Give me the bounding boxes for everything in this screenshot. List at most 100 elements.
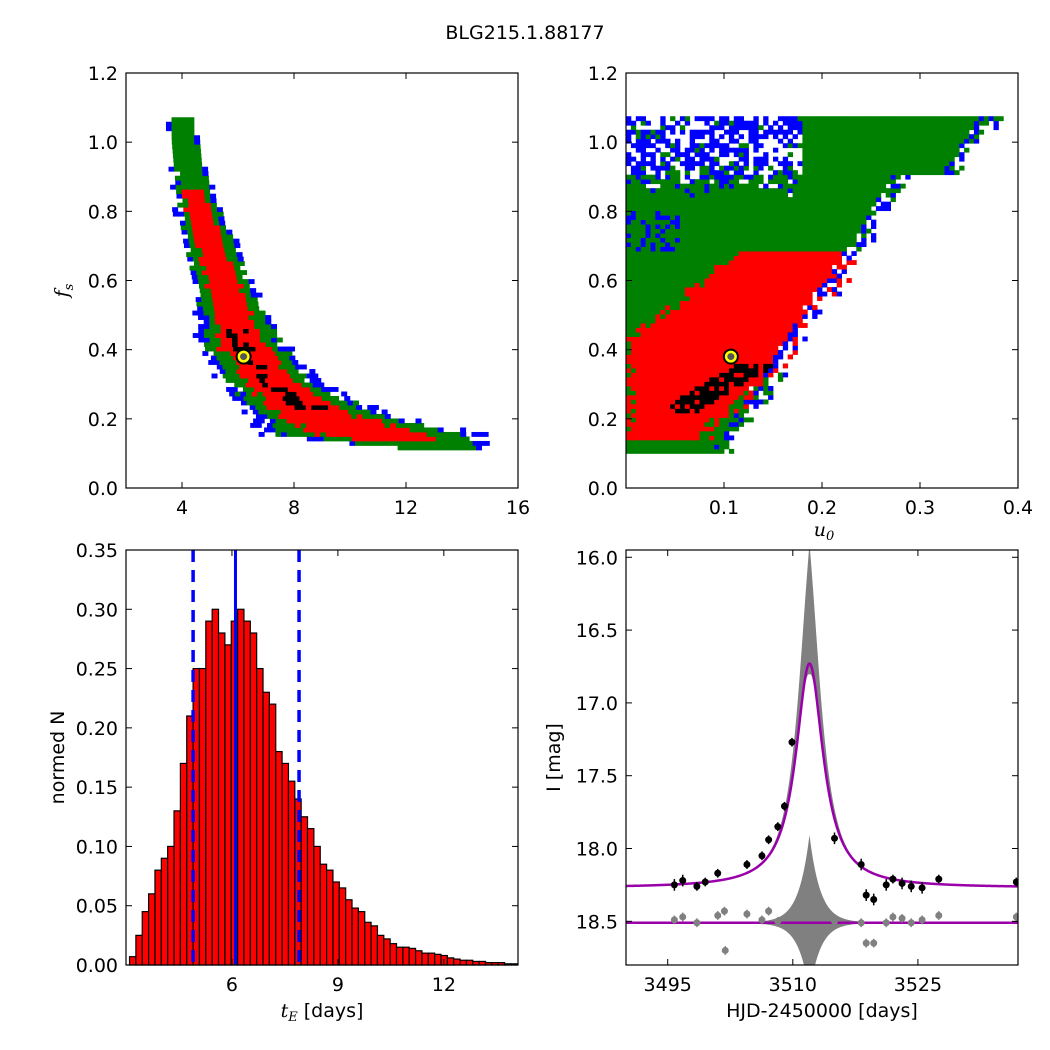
density-cell <box>426 427 433 433</box>
density-cell <box>645 215 651 221</box>
density-cell <box>684 120 691 126</box>
density-cell <box>630 291 637 297</box>
density-cell <box>709 260 715 265</box>
density-cell <box>191 225 198 231</box>
density-cell <box>846 224 852 230</box>
density-cell <box>210 355 217 361</box>
density-cell <box>319 400 326 406</box>
density-cell <box>655 408 661 414</box>
density-cell <box>777 314 784 319</box>
density-cell <box>203 319 210 325</box>
density-cell <box>635 251 642 256</box>
panel2-xtick-label: 0.2 <box>807 497 837 519</box>
density-cell <box>704 273 710 279</box>
density-cell <box>871 143 877 149</box>
density-cell <box>660 255 666 261</box>
density-cell <box>812 197 818 203</box>
density-cell <box>915 170 921 176</box>
density-cell <box>822 179 828 185</box>
density-cell <box>655 129 661 135</box>
density-cell <box>626 192 632 198</box>
density-cell <box>665 201 671 207</box>
density-cell <box>226 315 233 320</box>
density-cell <box>195 153 202 159</box>
density-cell <box>748 359 754 364</box>
density-cell <box>920 129 926 135</box>
density-cell <box>802 174 808 180</box>
density-cell <box>738 183 744 189</box>
density-cell <box>738 264 744 270</box>
density-cell <box>306 422 313 428</box>
density-cell <box>709 359 715 364</box>
density-cell <box>675 188 681 194</box>
density-cell <box>777 242 784 248</box>
density-cell <box>743 228 749 234</box>
density-cell <box>773 260 779 265</box>
density-cell <box>431 445 438 451</box>
density-cell <box>214 225 221 231</box>
density-cell <box>753 332 759 337</box>
density-cell <box>239 382 246 388</box>
density-cell <box>439 440 446 446</box>
density-cell <box>836 260 842 265</box>
density-cell <box>856 188 862 194</box>
density-cell <box>684 156 691 162</box>
density-cell <box>822 215 828 221</box>
density-cell <box>655 309 661 315</box>
density-cell <box>205 238 212 244</box>
density-cell <box>709 421 715 427</box>
density-cell <box>836 246 842 252</box>
density-cell <box>733 426 740 432</box>
density-cell <box>782 192 789 198</box>
density-cell <box>635 197 642 203</box>
density-cell <box>344 405 351 410</box>
density-cell <box>724 197 730 203</box>
density-cell <box>866 161 872 167</box>
model-curve <box>626 662 1018 888</box>
density-cell <box>665 228 671 234</box>
density-cell <box>679 439 686 445</box>
density-cell <box>630 255 637 261</box>
density-cell <box>689 264 695 270</box>
density-cell <box>184 157 191 163</box>
density-cell <box>944 138 950 144</box>
density-cell <box>836 161 842 167</box>
density-cell <box>280 400 287 406</box>
density-cell <box>210 346 217 352</box>
density-cell <box>395 422 402 428</box>
density-cell <box>348 409 355 415</box>
density-cell <box>826 233 833 239</box>
density-cell <box>347 400 354 406</box>
density-cell <box>910 152 916 158</box>
histogram-bar <box>357 911 366 966</box>
density-cell <box>226 337 233 343</box>
density-cell <box>645 435 651 441</box>
density-cell <box>920 120 926 126</box>
density-cell <box>743 125 749 131</box>
density-cell <box>645 237 651 243</box>
density-cell <box>694 350 700 355</box>
density-cell <box>670 376 676 382</box>
density-cell <box>626 152 632 158</box>
panel1-ytick-label: 0.6 <box>88 271 118 293</box>
density-cell <box>635 300 642 306</box>
density-cell <box>890 188 896 194</box>
density-cell <box>738 125 744 131</box>
density-cell <box>920 143 926 149</box>
density-cell <box>660 192 666 198</box>
density-cell <box>910 161 916 167</box>
density-cell <box>679 251 686 256</box>
density-cell <box>782 242 789 248</box>
density-cell <box>733 332 740 337</box>
density-cell <box>802 269 808 274</box>
density-cell <box>630 354 637 360</box>
density-cell <box>640 233 646 239</box>
density-cell <box>763 129 769 135</box>
density-cell <box>768 210 774 216</box>
density-cell <box>199 238 206 244</box>
density-cell <box>802 282 808 288</box>
density-cell <box>704 350 710 355</box>
density-cell <box>905 125 911 131</box>
density-cell <box>195 157 202 163</box>
density-cell <box>313 400 320 406</box>
